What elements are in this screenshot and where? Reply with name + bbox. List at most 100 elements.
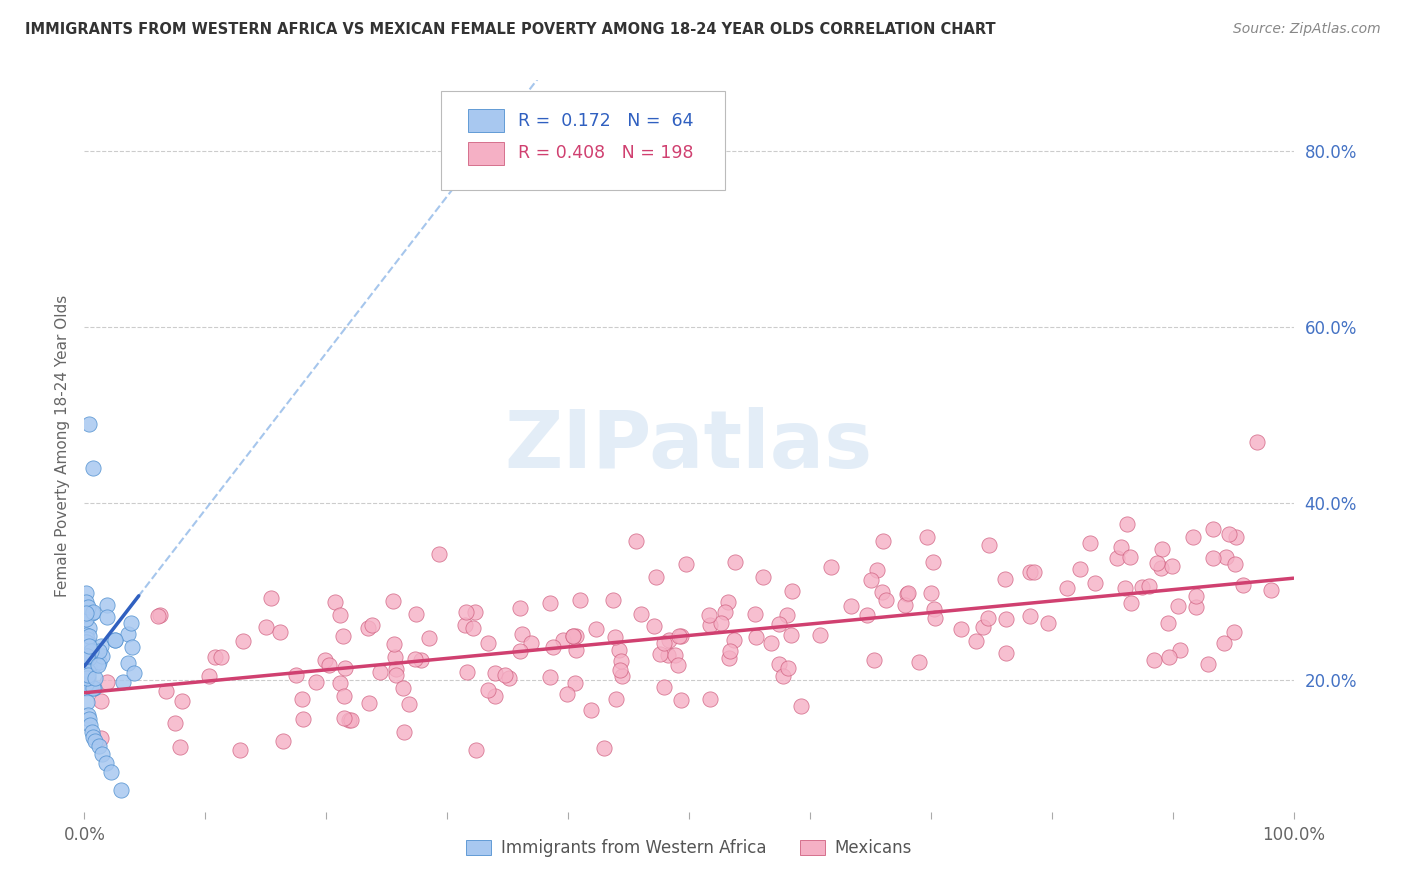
Point — [1018, 608, 1040, 623]
Point — [744, 607, 766, 621]
Point — [644, 570, 666, 584]
Y-axis label: Female Poverty Among 18-24 Year Olds: Female Poverty Among 18-24 Year Olds — [55, 295, 70, 597]
Point — [77, 667, 100, 681]
Point — [169, 739, 191, 754]
Point — [77, 650, 100, 665]
Point — [744, 630, 766, 644]
Point — [409, 653, 432, 667]
Point — [87, 644, 110, 658]
Point — [1078, 536, 1101, 550]
Point — [112, 674, 135, 689]
Point — [752, 570, 775, 584]
Point — [875, 592, 897, 607]
Point — [538, 596, 561, 610]
Point — [90, 694, 112, 708]
Point — [1069, 562, 1091, 576]
Point — [96, 675, 118, 690]
Point — [977, 538, 1000, 552]
Point — [862, 653, 884, 667]
Point — [1107, 551, 1129, 566]
Point — [269, 624, 291, 639]
Point — [104, 633, 127, 648]
Point — [820, 559, 842, 574]
Point — [91, 649, 114, 664]
Point — [1225, 557, 1247, 571]
Point — [87, 658, 110, 673]
Text: R = 0.408   N = 198: R = 0.408 N = 198 — [519, 145, 695, 162]
Point — [392, 725, 415, 739]
Point — [1185, 600, 1208, 615]
Point — [94, 756, 117, 771]
Point — [104, 632, 127, 647]
Point — [357, 696, 380, 710]
Point — [155, 683, 177, 698]
Point — [920, 585, 942, 599]
Point — [77, 664, 100, 678]
Point — [90, 639, 112, 653]
Point — [79, 645, 101, 659]
Point — [610, 654, 633, 668]
FancyBboxPatch shape — [441, 91, 725, 190]
Point — [332, 711, 354, 725]
Point — [90, 731, 112, 745]
Point — [657, 648, 679, 663]
Point — [75, 681, 97, 696]
Point — [75, 635, 97, 649]
Point — [922, 601, 945, 615]
Point — [292, 712, 315, 726]
Point — [305, 675, 328, 690]
Point — [977, 611, 1000, 625]
Point — [75, 635, 97, 649]
Point — [75, 651, 97, 665]
Point — [609, 663, 631, 677]
Point — [897, 586, 920, 600]
Point — [77, 707, 100, 722]
Point — [520, 636, 543, 650]
Point — [718, 644, 741, 658]
Point — [894, 598, 917, 612]
Point — [950, 622, 973, 636]
Point — [714, 605, 737, 619]
Point — [551, 633, 574, 648]
Point — [80, 681, 103, 696]
Point — [314, 653, 336, 667]
Point — [1202, 550, 1225, 565]
Point — [498, 671, 520, 685]
Point — [404, 652, 426, 666]
Point — [1197, 657, 1219, 671]
Point — [418, 631, 440, 645]
Point — [91, 747, 114, 762]
FancyBboxPatch shape — [468, 142, 503, 165]
Point — [924, 611, 946, 625]
Point — [477, 636, 499, 650]
Point — [76, 649, 98, 664]
Point — [1152, 542, 1174, 557]
Point — [1232, 578, 1254, 592]
Point — [652, 636, 675, 650]
Point — [465, 743, 488, 757]
Point — [669, 629, 692, 643]
Point — [675, 557, 697, 571]
Point — [75, 586, 97, 600]
Point — [569, 592, 592, 607]
Point — [1143, 652, 1166, 666]
Point — [77, 649, 100, 664]
Point — [1121, 595, 1143, 609]
Point — [100, 765, 122, 780]
Point — [609, 643, 631, 657]
Point — [1181, 530, 1204, 544]
Point — [463, 622, 485, 636]
Point — [872, 533, 894, 548]
Point — [510, 626, 533, 640]
Point — [392, 681, 415, 695]
Point — [593, 740, 616, 755]
Point — [1213, 635, 1236, 649]
Point — [1157, 616, 1180, 631]
Point — [84, 734, 107, 748]
Point — [77, 417, 100, 431]
Point — [543, 640, 565, 654]
Point — [782, 584, 804, 599]
Point — [1146, 557, 1168, 571]
Point — [605, 692, 627, 706]
Point — [77, 599, 100, 614]
